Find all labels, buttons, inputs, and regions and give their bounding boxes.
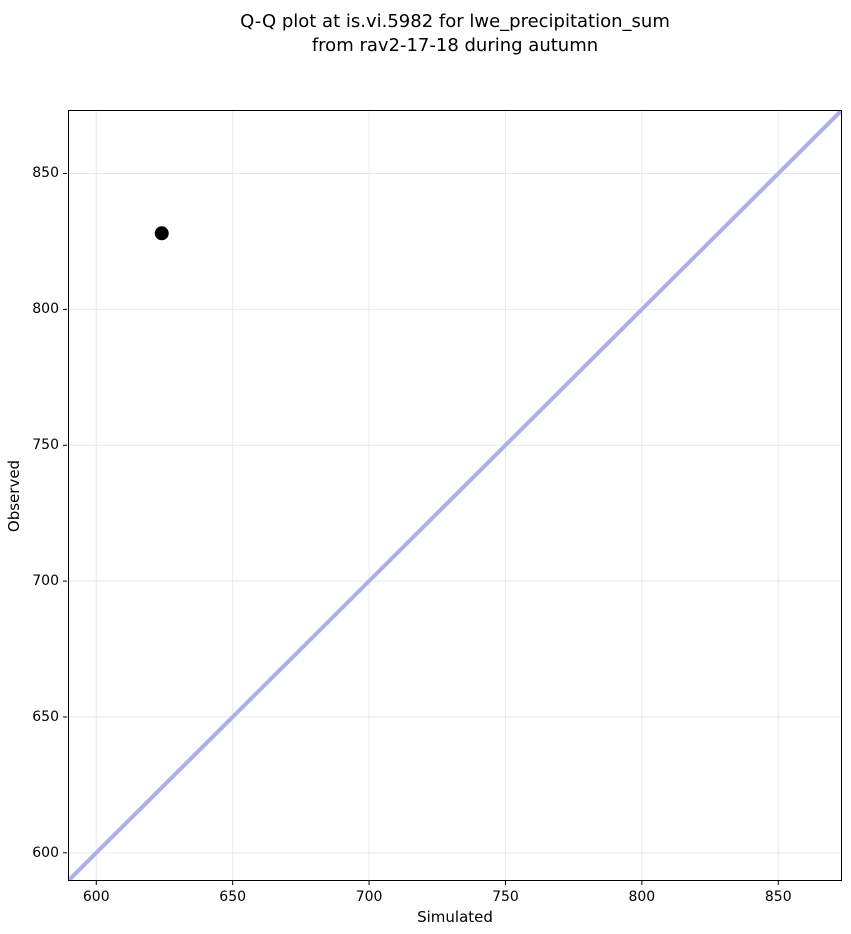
y-tick-label: 650 bbox=[32, 708, 59, 725]
y-tick-label: 700 bbox=[32, 573, 59, 590]
data-point bbox=[154, 226, 169, 241]
plot-canvas bbox=[63, 111, 841, 885]
chart-title-line-1: Q-Q plot at is.vi.5982 for lwe_precipita… bbox=[240, 11, 670, 32]
y-tick-label: 600 bbox=[32, 844, 59, 861]
x-tick-label: 700 bbox=[355, 889, 383, 905]
x-tick-label: 800 bbox=[628, 889, 656, 905]
x-tick-label: 600 bbox=[82, 889, 110, 905]
chart-title: Q-Q plot at is.vi.5982 for lwe_precipita… bbox=[68, 10, 842, 58]
y-tick-label: 800 bbox=[32, 301, 59, 318]
y-tick-label: 750 bbox=[32, 437, 59, 454]
x-axis-label: Simulated bbox=[417, 908, 493, 926]
x-tick-label: 750 bbox=[492, 889, 519, 905]
y-axis-label: Observed bbox=[5, 459, 23, 533]
x-tick-label: 650 bbox=[219, 889, 247, 905]
plot-area bbox=[63, 110, 842, 885]
chart-title-line-2: from rav2-17-18 during autumn bbox=[311, 35, 599, 56]
y-tick-label: 850 bbox=[32, 165, 59, 182]
x-tick-label: 850 bbox=[764, 889, 792, 905]
identity-line bbox=[69, 111, 841, 880]
